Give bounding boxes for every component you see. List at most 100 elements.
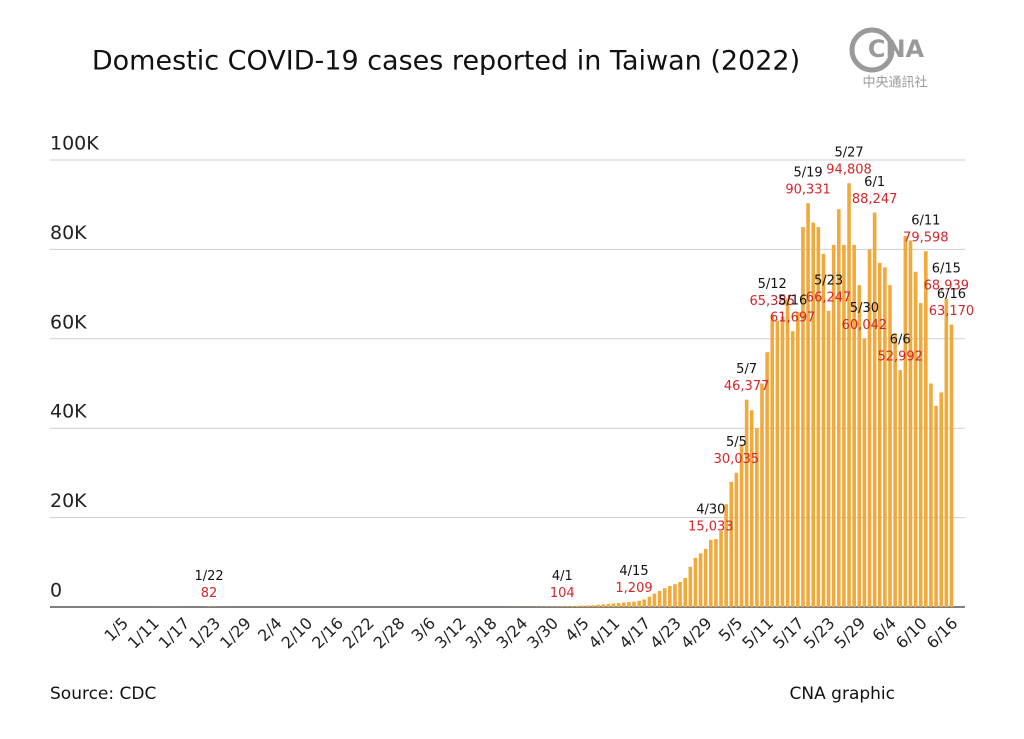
annotation-date: 6/6 [890,333,911,348]
bar [678,582,682,607]
bar [658,591,662,607]
bar [622,603,626,607]
bar [898,370,902,607]
y-tick-label: 60K [50,311,87,333]
bar [847,183,851,607]
bar [904,236,908,607]
bar [934,406,938,607]
bar [796,312,800,607]
bar [663,588,667,607]
bar [586,605,590,607]
bar [709,540,713,607]
bar [714,539,718,607]
bar [653,594,657,607]
bar [827,311,831,607]
bar [673,584,677,607]
bar [694,558,698,607]
value-label: 104 [550,586,575,601]
bar [601,604,605,607]
bar [791,331,795,607]
bar [704,549,708,607]
annotation-date: 1/22 [194,569,223,584]
bar [735,473,739,607]
bar [924,251,928,607]
bar [740,446,744,607]
bar [837,209,841,607]
bar [909,240,913,607]
bar [781,316,785,607]
bar [699,553,703,607]
bar [617,603,621,607]
y-tick-label: 80K [50,222,87,244]
value-label: 30,035 [714,452,760,467]
bar [873,213,877,607]
bar [852,245,856,607]
y-tick-label: 20K [50,490,87,512]
bar [914,272,918,607]
bar [719,531,723,607]
source: Source: CDC [50,684,156,704]
bar [581,606,585,607]
bar [607,604,611,607]
bar [945,299,949,607]
value-label: 90,331 [785,183,831,198]
annotation-date: 6/16 [937,287,966,302]
annotation-date: 5/27 [834,146,863,161]
bar [689,567,693,607]
bar [642,599,646,607]
annotation-date: 6/11 [911,214,940,229]
y-tick-label: 100K [50,133,99,155]
annotation-date: 6/1 [864,175,885,190]
annotation-date: 4/30 [696,502,725,517]
value-label: 66,247 [806,290,852,305]
bar [806,203,810,607]
logo: CNA [868,35,925,63]
credit: CNA graphic [790,684,895,704]
bar [919,303,923,607]
bar [863,339,867,607]
bar [770,315,774,607]
annotation-date: 5/16 [778,294,807,309]
chart-title: Domestic COVID-19 cases reported in Taiw… [92,46,800,77]
value-label: 52,992 [877,350,923,365]
value-label: 63,170 [929,304,975,319]
bar [668,586,672,607]
bar [822,254,826,607]
bar [776,321,780,607]
bar [950,325,954,607]
bar [729,482,733,607]
bar [591,605,595,607]
bar [571,606,575,607]
bar [637,601,641,607]
y-tick-label: 40K [50,401,87,423]
bar [576,606,580,607]
annotation-date: 5/30 [850,301,879,316]
bar [627,602,631,607]
logo-sub: 中央通訊社 [862,75,927,91]
value-label: 88,247 [852,192,898,207]
bar [632,602,636,607]
annotation-date: 4/1 [552,569,573,584]
annotation-date: 5/12 [758,277,787,292]
value-label: 15,033 [688,519,734,534]
bar [745,400,749,607]
bar [857,285,861,607]
annotation-date: 5/19 [793,166,822,181]
annotation-date: 6/15 [932,261,961,276]
value-label: 60,042 [842,318,888,333]
bar [566,606,570,607]
value-label: 1,209 [615,581,652,596]
bar [893,334,897,607]
value-label: 79,598 [903,231,949,246]
bar [750,410,754,607]
bar [939,392,943,607]
bar [801,227,805,607]
bar [683,578,687,607]
y-tick-label: 0 [50,580,62,602]
annotation-date: 5/23 [814,273,843,288]
annotation-date: 5/5 [726,435,747,450]
value-label: 46,377 [724,379,770,394]
bar [929,384,933,608]
annotation-date: 4/15 [619,564,648,579]
